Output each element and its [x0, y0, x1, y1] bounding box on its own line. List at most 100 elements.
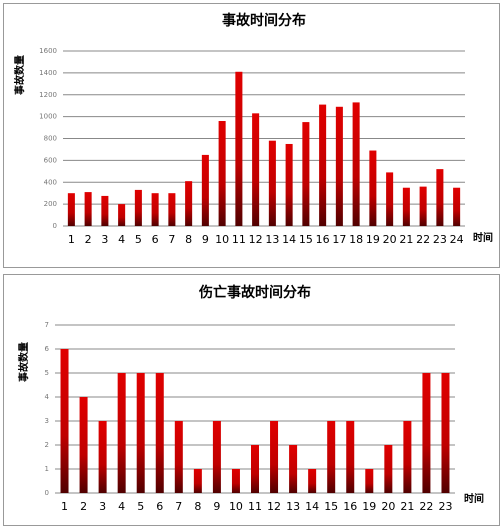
bar [84, 192, 92, 226]
x-tick-label: 1 [68, 233, 75, 246]
x-tick-label: 21 [400, 500, 414, 513]
bar [268, 140, 276, 226]
bar [174, 421, 183, 493]
bar [285, 143, 293, 226]
x-tick-label: 3 [99, 500, 106, 513]
bar [101, 195, 109, 226]
x-tick-label: 20 [383, 233, 397, 246]
bar [384, 445, 393, 493]
x-tick-label: 23 [433, 233, 447, 246]
y-axis-label: 事故数量 [17, 342, 30, 382]
y-tick-label: 3 [45, 417, 49, 425]
bar [185, 181, 193, 226]
bar [117, 373, 126, 493]
chart-title: 伤亡事故时间分布 [198, 284, 311, 301]
x-tick-label: 12 [267, 500, 281, 513]
chart-title: 事故时间分布 [222, 12, 306, 29]
y-axis-label: 事故数量 [13, 55, 26, 95]
bar [212, 421, 221, 493]
x-tick-label: 4 [118, 500, 125, 513]
bar [270, 421, 279, 493]
x-tick-label: 6 [152, 233, 159, 246]
x-tick-label: 15 [299, 233, 313, 246]
bar [453, 187, 461, 226]
bar [319, 104, 327, 226]
y-tick-label: 1200 [39, 91, 57, 99]
bar [231, 469, 240, 493]
bar [327, 421, 336, 493]
bar [151, 193, 159, 226]
x-tick-label: 20 [381, 500, 395, 513]
x-tick-label: 8 [185, 233, 192, 246]
bar [352, 102, 360, 226]
x-tick-label: 24 [450, 233, 464, 246]
bar [335, 106, 343, 226]
bar [67, 193, 75, 226]
bar [79, 397, 88, 493]
y-tick-label: 600 [44, 156, 57, 164]
bar [134, 189, 142, 226]
panel [3, 3, 500, 268]
x-tick-label: 7 [168, 233, 175, 246]
y-tick-label: 1 [45, 465, 49, 473]
x-tick-label: 23 [438, 500, 452, 513]
bar [436, 169, 444, 226]
x-tick-label: 5 [137, 500, 144, 513]
x-tick-label: 15 [324, 500, 338, 513]
y-tick-label: 1600 [39, 47, 57, 55]
x-tick-label: 10 [215, 233, 229, 246]
y-tick-label: 200 [44, 200, 57, 208]
bar [60, 349, 69, 493]
bar [289, 445, 298, 493]
bar [136, 373, 145, 493]
x-tick-label: 22 [416, 233, 430, 246]
x-tick-label: 13 [265, 233, 279, 246]
y-tick-label: 1400 [39, 69, 57, 77]
bar [235, 71, 243, 226]
x-tick-label: 22 [419, 500, 433, 513]
x-tick-label: 16 [343, 500, 357, 513]
bar [402, 187, 410, 226]
y-tick-label: 0 [45, 489, 49, 497]
x-tick-label: 3 [101, 233, 108, 246]
x-tick-label: 14 [282, 233, 296, 246]
bar [441, 373, 450, 493]
x-tick-label: 8 [194, 500, 201, 513]
x-tick-label: 10 [229, 500, 243, 513]
y-tick-label: 6 [45, 345, 50, 353]
y-tick-label: 1000 [39, 113, 57, 121]
y-tick-label: 5 [45, 369, 49, 377]
x-tick-label: 1 [61, 500, 68, 513]
bar [308, 469, 317, 493]
y-tick-label: 0 [53, 222, 57, 230]
x-tick-label: 5 [135, 233, 142, 246]
x-tick-label: 13 [286, 500, 300, 513]
x-tick-label: 14 [305, 500, 319, 513]
y-tick-label: 2 [45, 441, 49, 449]
x-tick-label: 19 [362, 500, 376, 513]
bar [365, 469, 374, 493]
bar [118, 204, 126, 226]
x-tick-label: 2 [80, 500, 87, 513]
x-tick-label: 6 [156, 500, 163, 513]
y-tick-label: 4 [45, 393, 50, 401]
x-tick-label: 9 [202, 233, 209, 246]
bar [346, 421, 355, 493]
y-tick-label: 7 [45, 321, 49, 329]
x-tick-label: 11 [248, 500, 262, 513]
x-tick-label: 11 [232, 233, 246, 246]
bar [168, 193, 176, 226]
x-axis-label: 时间 [464, 492, 484, 505]
bar [419, 186, 427, 226]
bar [369, 150, 377, 226]
bar [98, 421, 107, 493]
x-axis-label: 时间 [473, 231, 493, 244]
bar [218, 121, 226, 226]
x-tick-label: 16 [316, 233, 330, 246]
x-tick-label: 4 [118, 233, 125, 246]
y-tick-label: 800 [44, 135, 57, 143]
bar [201, 154, 209, 226]
x-tick-label: 2 [85, 233, 92, 246]
bar [403, 421, 412, 493]
